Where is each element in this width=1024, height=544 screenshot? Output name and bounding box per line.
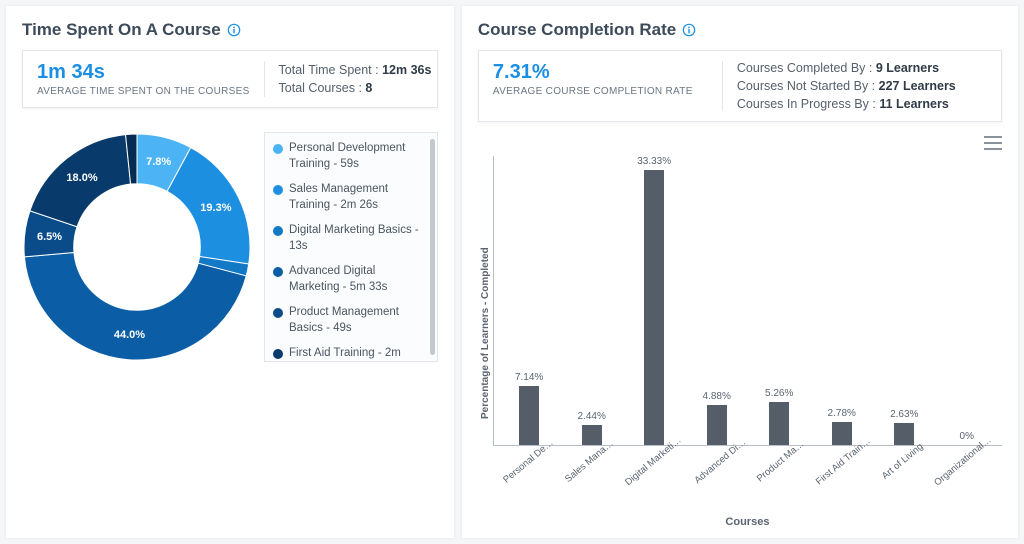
summary-row: Courses Not Started By : 227 Learners — [737, 79, 987, 93]
bar-value-label: 33.33% — [637, 156, 671, 167]
y-axis-label: Percentage of Learners - Completed — [478, 138, 493, 528]
completion-summary-card: 7.31% AVERAGE COURSE COMPLETION RATE Cou… — [478, 50, 1002, 122]
summary-left: 1m 34s AVERAGE TIME SPENT ON THE COURSES — [37, 61, 265, 97]
legend-swatch — [273, 185, 283, 195]
summary-row: Total Time Spent : 12m 36s — [279, 63, 432, 77]
summary-row: Courses In Progress By : 11 Learners — [737, 97, 987, 111]
bar[interactable] — [769, 402, 789, 445]
legend-item[interactable]: Advanced Digital Marketing - 5m 33s — [273, 264, 431, 295]
bar-slot: 33.33% — [623, 156, 686, 445]
legend-label: Advanced Digital Marketing - 5m 33s — [289, 264, 419, 295]
bar-value-label: 2.63% — [890, 409, 918, 420]
x-labels: Personal De…Sales Mana…Digital Marketi…A… — [493, 446, 1002, 516]
legend-label: Digital Marketing Basics - 13s — [289, 223, 419, 254]
donut-chart[interactable]: 7.8% 19.3% 44.0% 6.5% 18.0% — [22, 132, 252, 362]
time-spent-summary-card: 1m 34s AVERAGE TIME SPENT ON THE COURSES… — [22, 50, 438, 108]
time-spent-title: Time Spent On A Course — [22, 20, 221, 40]
bar-plot: 7.14% 2.44% 33.33% 4.88% 5.26% 2.78% 2.63% 0% P… — [493, 138, 1002, 528]
legend-item[interactable]: Digital Marketing Basics - 13s — [273, 223, 431, 254]
completion-title: Course Completion Rate — [478, 20, 676, 40]
bar-slot: 4.88% — [685, 156, 748, 445]
info-icon[interactable] — [227, 23, 241, 37]
x-tick-label: First Aid Train… — [809, 446, 877, 516]
avg-time-caption: AVERAGE TIME SPENT ON THE COURSES — [37, 86, 250, 97]
bar-value-label: 2.78% — [828, 408, 856, 419]
bar-value-label: 4.88% — [703, 391, 731, 402]
x-tick-label: Product Ma… — [751, 446, 809, 516]
x-tick-label: Personal De… — [497, 446, 559, 516]
bar[interactable] — [644, 170, 664, 445]
legend-swatch — [273, 267, 283, 277]
time-spent-panel: Time Spent On A Course 1m 34s AVERAGE TI… — [6, 6, 454, 538]
summary-left: 7.31% AVERAGE COURSE COMPLETION RATE — [493, 61, 723, 111]
completion-summary-lines: Courses Completed By : 9 Learners Courses… — [723, 61, 987, 111]
legend-swatch — [273, 226, 283, 236]
x-tick-label: Sales Mana… — [559, 446, 619, 516]
legend-label: Personal Development Training - 59s — [289, 141, 419, 172]
bar-slot: 0% — [936, 156, 999, 445]
donut-area: 7.8% 19.3% 44.0% 6.5% 18.0% Personal Develop… — [22, 132, 438, 362]
bar[interactable] — [894, 423, 914, 445]
donut-slice-label: 18.0% — [66, 172, 97, 184]
legend-label: First Aid Training - 2m 16s — [289, 346, 419, 362]
bar-slot: 2.63% — [873, 156, 936, 445]
x-tick-label: Art of Living — [877, 446, 927, 516]
legend-swatch — [273, 308, 283, 318]
time-spent-title-row: Time Spent On A Course — [22, 20, 438, 40]
bar[interactable] — [519, 386, 539, 445]
bar-slot: 7.14% — [498, 156, 561, 445]
bar[interactable] — [582, 425, 602, 445]
donut-legend[interactable]: Personal Development Training - 59s Sales… — [264, 132, 438, 362]
legend-label: Sales Management Training - 2m 26s — [289, 182, 419, 213]
bar-value-label: 0% — [960, 431, 974, 442]
bar-slot: 5.26% — [748, 156, 811, 445]
time-spent-summary-lines: Total Time Spent : 12m 36s Total Courses … — [265, 61, 432, 97]
bar-slot: 2.78% — [810, 156, 873, 445]
bar-chart-container: Percentage of Learners - Completed 7.14%… — [478, 138, 1002, 528]
chart-menu-icon[interactable] — [984, 136, 1002, 150]
legend-item[interactable]: Sales Management Training - 2m 26s — [273, 182, 431, 213]
legend-item[interactable]: Personal Development Training - 59s — [273, 141, 431, 172]
donut-slice-label: 19.3% — [200, 202, 231, 214]
summary-row: Total Courses : 8 — [279, 81, 432, 95]
avg-completion-caption: AVERAGE COURSE COMPLETION RATE — [493, 86, 708, 97]
summary-row: Courses Completed By : 9 Learners — [737, 61, 987, 75]
bar-value-label: 2.44% — [577, 411, 605, 422]
completion-rate-panel: Course Completion Rate 7.31% AVERAGE COU… — [462, 6, 1018, 538]
x-tick-label: Advanced Di… — [688, 446, 751, 516]
bar[interactable] — [707, 405, 727, 445]
donut-slice-label: 6.5% — [37, 231, 62, 243]
bar[interactable] — [832, 422, 852, 445]
legend-item[interactable]: First Aid Training - 2m 16s — [273, 346, 431, 362]
x-tick-label: Organizational… — [927, 446, 998, 516]
avg-time-value: 1m 34s — [37, 61, 250, 84]
legend-item[interactable]: Product Management Basics - 49s — [273, 305, 431, 336]
avg-completion-value: 7.31% — [493, 61, 708, 84]
x-axis-title: Courses — [493, 516, 1002, 528]
bars-row[interactable]: 7.14% 2.44% 33.33% 4.88% 5.26% 2.78% 2.63% 0% — [493, 156, 1002, 446]
donut-slice-label: 44.0% — [114, 329, 145, 341]
info-icon[interactable] — [682, 23, 696, 37]
x-tick-label: Digital Marketi… — [618, 446, 688, 516]
bar-slot: 2.44% — [560, 156, 623, 445]
completion-title-row: Course Completion Rate — [478, 20, 1002, 40]
donut-slice-label: 7.8% — [146, 156, 171, 168]
legend-label: Product Management Basics - 49s — [289, 305, 419, 336]
legend-swatch — [273, 349, 283, 359]
bar-value-label: 7.14% — [515, 372, 543, 383]
legend-swatch — [273, 144, 283, 154]
bar-value-label: 5.26% — [765, 388, 793, 399]
